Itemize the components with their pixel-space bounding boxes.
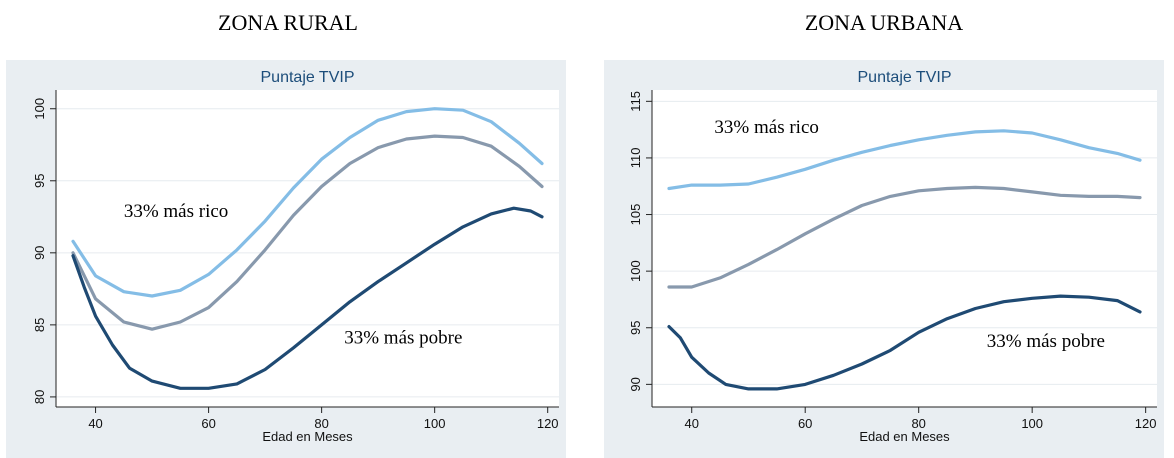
plot-area	[56, 90, 559, 407]
x-tick-label: 80	[911, 416, 925, 431]
x-tick-label: 100	[424, 416, 446, 431]
plot-title: Puntaje TVIP	[261, 69, 355, 86]
annotation-1: 33% más rico	[714, 117, 818, 138]
x-tick-label: 80	[314, 416, 328, 431]
y-tick-label: 115	[628, 91, 643, 112]
y-tick-label: 80	[32, 390, 47, 404]
chart-panel-rural: Puntaje TVIP 80 85 90 95 100 40 60 80 100 120 Edad …	[6, 60, 566, 458]
chart-rural: Puntaje TVIP 80 85 90 95 100 40 60 80 100 120 Edad …	[32, 69, 559, 444]
x-tick-label: 120	[537, 416, 559, 431]
series-line-3	[71, 206, 544, 390]
x-tick-label: 60	[201, 416, 215, 431]
zone-rural-title: ZONA RURAL	[218, 10, 358, 35]
series-line-2	[667, 185, 1142, 289]
y-tick-label: 100	[32, 98, 47, 120]
x-tick-label: 60	[798, 416, 812, 431]
chart-panel-urbana: Puntaje TVIP 90 95 100 105 110 115 40 60 80 100 120…	[604, 60, 1164, 458]
y-tick-label: 95	[628, 321, 643, 335]
x-tick-label: 40	[684, 416, 698, 431]
y-tick-label: 95	[32, 174, 47, 188]
x-tick-label: 100	[1021, 416, 1043, 431]
x-tick-label: 40	[88, 416, 102, 431]
x-axis-label: Edad en Meses	[859, 429, 950, 444]
chart-urbana: Puntaje TVIP 90 95 100 105 110 115 40 60 80 100 120…	[628, 69, 1157, 444]
y-tick-label: 105	[628, 204, 643, 226]
series-line-1	[71, 107, 544, 298]
y-tick-label: 110	[628, 148, 643, 169]
annotation-2: 33% más pobre	[344, 328, 462, 349]
annotation-2: 33% más pobre	[987, 331, 1105, 352]
series-line-1	[667, 129, 1142, 191]
y-tick-label: 90	[628, 377, 643, 391]
y-tick-label: 100	[628, 260, 643, 282]
y-tick-label: 90	[32, 246, 47, 260]
y-tick-label: 85	[32, 318, 47, 332]
x-tick-label: 120	[1135, 416, 1157, 431]
annotation-1: 33% más rico	[124, 201, 228, 222]
x-axis-label: Edad en Meses	[262, 429, 353, 444]
plot-title: Puntaje TVIP	[858, 69, 952, 86]
series-line-2	[71, 134, 544, 331]
zone-urbana-title: ZONA URBANA	[804, 10, 964, 35]
series-line-3	[667, 294, 1142, 391]
